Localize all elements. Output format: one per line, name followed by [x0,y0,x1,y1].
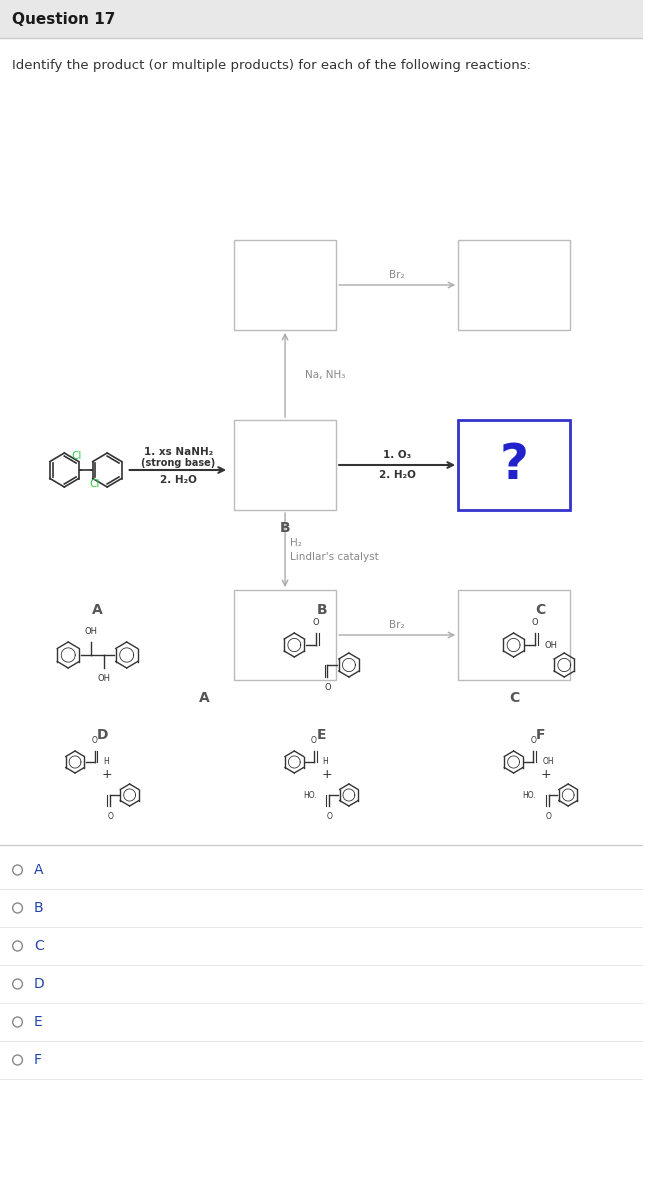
Text: HO.: HO. [303,791,317,799]
Text: O: O [312,618,319,626]
Text: O: O [92,736,98,745]
Text: O: O [532,618,539,626]
Text: O: O [327,812,333,821]
Text: B: B [316,602,327,617]
Text: H: H [323,757,328,767]
Bar [458,420,570,510]
Text: HO.: HO. [522,791,536,799]
Text: D: D [96,728,108,742]
Text: H₂: H₂ [290,538,302,548]
Text: Br₂: Br₂ [389,620,405,630]
Text: 2. H₂O: 2. H₂O [160,475,197,485]
Text: Cl: Cl [89,479,100,490]
Text: Na, NH₃: Na, NH₃ [304,370,345,380]
Bar [458,240,570,330]
Text: OH: OH [544,641,558,649]
Text: +: + [102,768,112,781]
Text: Cl: Cl [72,451,82,461]
Text: Identify the product (or multiple products) for each of the following reactions:: Identify the product (or multiple produc… [12,60,531,72]
Text: OH: OH [98,674,111,683]
Text: +: + [541,768,551,781]
Text: O: O [324,683,331,692]
Text: C: C [509,691,519,704]
Text: H: H [104,757,109,767]
Text: C: C [34,938,44,953]
Text: E: E [317,728,326,742]
Text: B: B [34,901,44,914]
Text: +: + [321,768,332,781]
Text: Br₂: Br₂ [389,270,405,280]
Text: OH: OH [543,757,554,767]
Text: D: D [34,977,45,991]
Bar [0,0,644,38]
Text: OH: OH [84,626,97,636]
Text: O: O [530,736,536,745]
Text: (strong base): (strong base) [141,458,215,468]
Text: 2. H₂O: 2. H₂O [379,470,416,480]
Bar [234,240,336,330]
Text: A: A [34,863,44,877]
Text: ?: ? [500,440,529,490]
Text: Question 17: Question 17 [12,12,115,26]
Text: 1. O₃: 1. O₃ [383,450,411,460]
Text: C: C [536,602,546,617]
Bar [234,420,336,510]
Text: F: F [34,1054,42,1067]
Text: Lindlar's catalyst: Lindlar's catalyst [290,552,379,562]
Text: A: A [92,602,103,617]
Bar [458,590,570,680]
Text: O: O [107,812,113,821]
Text: F: F [536,728,546,742]
Text: O: O [546,812,552,821]
Bar [234,590,336,680]
Text: O: O [311,736,317,745]
Text: 1. xs NaNH₂: 1. xs NaNH₂ [144,446,213,457]
Text: E: E [34,1015,43,1028]
Text: A: A [199,691,210,704]
Text: B: B [280,521,290,535]
